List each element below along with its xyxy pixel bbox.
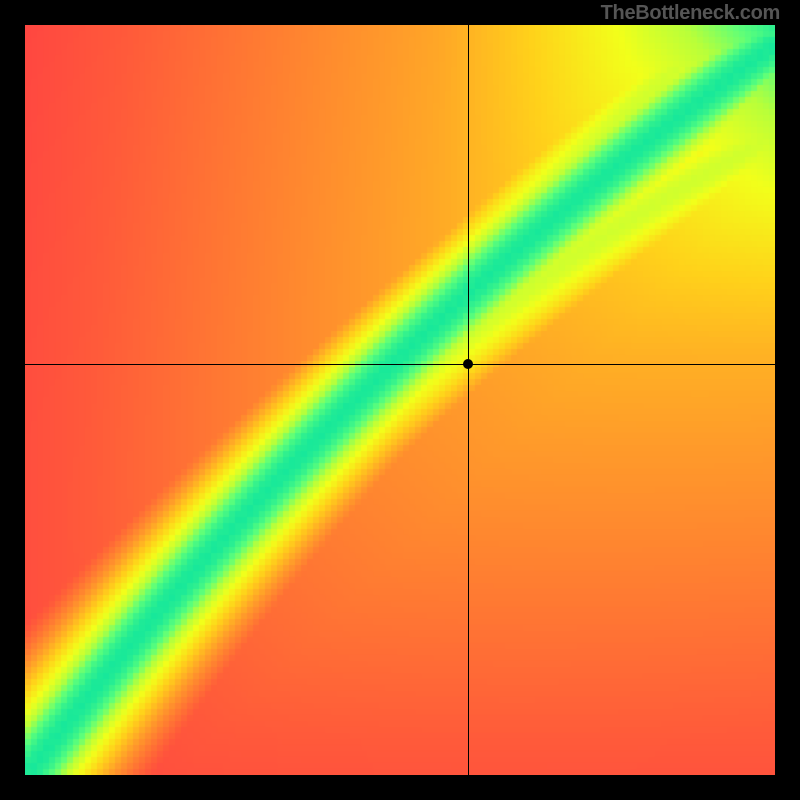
plot-area xyxy=(25,25,775,775)
data-point-marker xyxy=(463,359,473,369)
heatmap-canvas xyxy=(25,25,775,775)
crosshair-horizontal xyxy=(25,364,775,365)
crosshair-vertical xyxy=(468,25,469,775)
watermark-text: TheBottleneck.com xyxy=(601,2,780,25)
